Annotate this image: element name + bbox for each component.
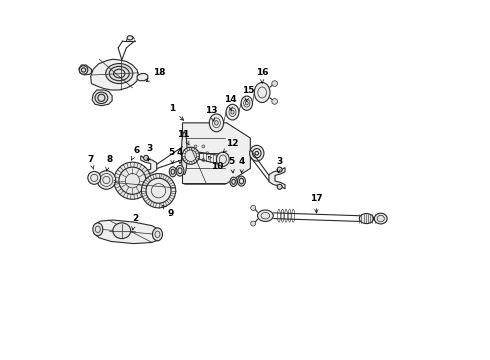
Ellipse shape [194, 145, 197, 148]
Ellipse shape [142, 174, 176, 208]
Ellipse shape [182, 147, 199, 164]
Ellipse shape [190, 152, 193, 155]
Ellipse shape [113, 223, 131, 239]
Text: 7: 7 [88, 155, 94, 169]
Ellipse shape [359, 213, 373, 224]
Ellipse shape [114, 162, 151, 199]
Polygon shape [92, 90, 112, 106]
Text: 16: 16 [256, 68, 269, 83]
Ellipse shape [169, 167, 176, 177]
Text: 3: 3 [147, 144, 153, 161]
Text: 8: 8 [106, 155, 112, 171]
Ellipse shape [374, 213, 387, 224]
Text: 5: 5 [228, 157, 235, 173]
Ellipse shape [251, 205, 256, 210]
Ellipse shape [152, 228, 163, 241]
Ellipse shape [217, 152, 229, 166]
Ellipse shape [88, 171, 100, 184]
Ellipse shape [231, 110, 234, 114]
Ellipse shape [215, 121, 218, 125]
Ellipse shape [258, 210, 273, 221]
Ellipse shape [249, 145, 264, 161]
Ellipse shape [194, 159, 197, 161]
Text: 6: 6 [131, 146, 140, 160]
Text: 15: 15 [242, 86, 254, 102]
Ellipse shape [93, 223, 103, 236]
Text: 10: 10 [208, 156, 223, 171]
Ellipse shape [127, 36, 133, 40]
Ellipse shape [79, 66, 88, 74]
Ellipse shape [254, 82, 270, 103]
Ellipse shape [181, 132, 187, 175]
Ellipse shape [245, 102, 248, 105]
Ellipse shape [209, 114, 223, 132]
Text: 13: 13 [205, 106, 217, 121]
Polygon shape [141, 156, 157, 177]
Ellipse shape [277, 167, 282, 172]
Ellipse shape [97, 171, 116, 189]
Text: 18: 18 [146, 68, 166, 82]
Polygon shape [91, 59, 139, 90]
Text: 12: 12 [223, 139, 238, 153]
Ellipse shape [230, 177, 237, 186]
Polygon shape [182, 123, 250, 184]
Ellipse shape [202, 145, 205, 148]
Text: 17: 17 [310, 194, 323, 213]
Ellipse shape [144, 156, 148, 160]
Ellipse shape [202, 159, 205, 161]
Ellipse shape [251, 221, 256, 226]
Ellipse shape [277, 184, 282, 189]
Ellipse shape [272, 99, 277, 104]
Text: 1: 1 [169, 104, 184, 120]
Polygon shape [137, 73, 148, 81]
Ellipse shape [272, 81, 277, 86]
Ellipse shape [241, 96, 252, 111]
Ellipse shape [144, 172, 148, 177]
Text: 14: 14 [223, 95, 236, 111]
Text: 9: 9 [163, 206, 174, 219]
Polygon shape [269, 167, 285, 189]
Ellipse shape [238, 176, 245, 186]
Text: 2: 2 [132, 214, 138, 230]
Text: 11: 11 [177, 130, 190, 145]
Text: 4: 4 [239, 157, 245, 173]
Ellipse shape [95, 92, 108, 104]
Polygon shape [79, 65, 92, 75]
Ellipse shape [106, 64, 133, 84]
Polygon shape [94, 220, 162, 244]
Text: 3: 3 [276, 157, 283, 173]
Ellipse shape [176, 165, 184, 176]
Ellipse shape [226, 104, 239, 120]
Text: 4: 4 [177, 148, 183, 163]
Ellipse shape [206, 152, 209, 155]
Text: 5: 5 [169, 148, 175, 163]
